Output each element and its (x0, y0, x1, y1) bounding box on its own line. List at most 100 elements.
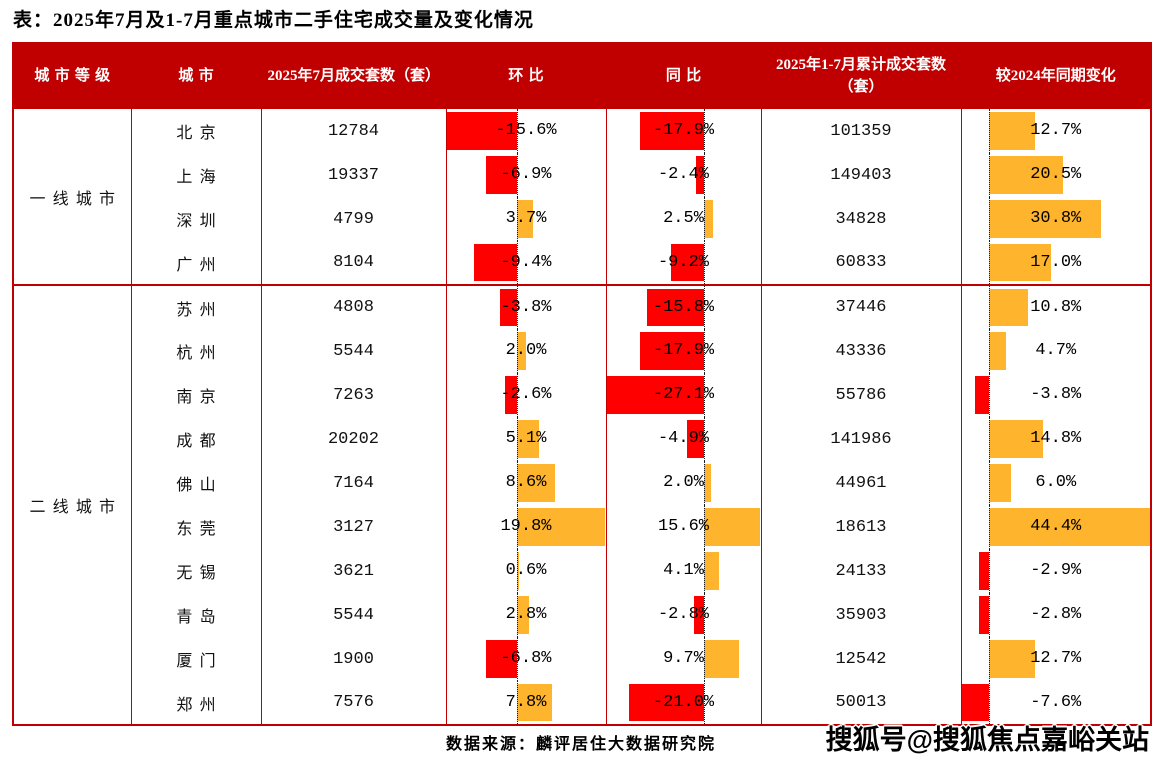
table-row: 东莞 3127 19.8% 15.6% 18613 44.4% (13, 505, 1152, 549)
zero-axis-line (516, 593, 518, 637)
header-city-tier: 城市等级 (12, 43, 132, 109)
mom-bar-cell: 19.8% (445, 505, 607, 549)
percent-label: 30.8% (1030, 209, 1082, 228)
percent-label: 44.4% (1030, 517, 1082, 536)
table-row: 上海 19337 -6.9% -2.4% 149403 20.5% (13, 153, 1152, 197)
data-bar (989, 156, 1064, 194)
data-bar (628, 684, 705, 721)
cumulative-sales-cell: 12542 (760, 637, 962, 681)
mom-bar-cell: 2.0% (445, 329, 607, 373)
zero-axis-line (989, 373, 991, 417)
vs2024-bar-cell: 12.7% (960, 637, 1152, 681)
city-name-cell: 南京 (130, 373, 262, 417)
percent-label: -21.0% (652, 693, 715, 712)
zero-axis-line (989, 241, 991, 284)
data-bar (989, 244, 1051, 281)
zero-axis-line (516, 461, 518, 505)
data-source-note: 数据来源：麟评居住大数据研究院 (445, 736, 716, 753)
percent-label: -15.8% (652, 298, 715, 317)
data-bar (474, 244, 517, 281)
yoy-bar-cell: -17.9% (605, 329, 762, 373)
cumulative-sales-cell: 37446 (760, 284, 962, 329)
vs2024-bar-cell: 4.7% (960, 329, 1152, 373)
header-vs-2024-change: 较2024年同期变化 (960, 43, 1152, 109)
zero-axis-line (989, 417, 991, 461)
city-name-cell: 厦门 (130, 637, 262, 681)
july-sales-cell: 4799 (260, 197, 447, 241)
table-row: 二线城市 苏州 4808 -3.8% -15.8% 37446 10.8% (12, 284, 1152, 725)
july-sales-cell: 3127 (260, 505, 447, 549)
housing-data-table-wrap: 城市等级 城市 2025年7月成交套数（套） 环比 同比 2025年1-7月累计… (12, 42, 1152, 726)
vs2024-bar-cell: 44.4% (960, 505, 1152, 549)
zero-axis-line (516, 505, 518, 549)
city-name-cell: 深圳 (130, 197, 262, 241)
yoy-bar-cell: 2.5% (605, 197, 762, 241)
data-bar (989, 464, 1011, 502)
data-bar (686, 420, 705, 458)
table-row: 广州 8104 -9.4% -9.2% 60833 17.0% (13, 241, 1152, 285)
data-bar (989, 289, 1029, 326)
data-bar (485, 156, 517, 194)
percent-label: 8.6% (505, 473, 547, 492)
zero-axis-line (704, 505, 706, 549)
zero-axis-line (989, 153, 991, 197)
mom-bar-cell: 3.7% (445, 197, 607, 241)
yoy-bar-cell: -27.1% (605, 373, 762, 417)
housing-data-table: 城市等级 城市 2025年7月成交套数（套） 环比 同比 2025年1-7月累计… (12, 42, 1152, 726)
yoy-bar-cell: 9.7% (605, 637, 762, 681)
zero-axis-line (704, 417, 706, 461)
data-bar (989, 200, 1101, 238)
percent-label: 2.5% (663, 209, 704, 228)
zero-axis-line (989, 593, 991, 637)
zero-axis-line (704, 549, 706, 593)
percent-label: -17.9% (652, 341, 715, 360)
cumulative-sales-cell: 141986 (760, 417, 962, 461)
mom-bar-cell: 0.6% (445, 549, 607, 593)
table-row: 南京 7263 -2.6% -27.1% 55786 -3.8% (13, 373, 1152, 417)
data-bar (639, 332, 705, 370)
percent-label: -4.9% (657, 429, 709, 448)
data-bar (704, 640, 740, 678)
zero-axis-line (989, 681, 991, 724)
table-row: 厦门 1900 -6.8% 9.7% 12542 12.7% (13, 637, 1152, 681)
percent-label: 20.5% (1030, 165, 1082, 184)
zero-axis-line (989, 637, 991, 681)
header-july-sales: 2025年7月成交套数（套） (260, 43, 447, 109)
vs2024-bar-cell: -7.6% (960, 681, 1152, 725)
header-row: 城市等级 城市 2025年7月成交套数（套） 环比 同比 2025年1-7月累计… (12, 43, 1152, 109)
data-bar (647, 289, 705, 326)
city-name-cell: 杭州 (130, 329, 262, 373)
zero-axis-line (704, 593, 706, 637)
zero-axis-line (989, 286, 991, 329)
july-sales-cell: 4808 (260, 284, 447, 329)
zero-axis-line (704, 241, 706, 284)
percent-label: 2.0% (663, 473, 704, 492)
zero-axis-line (516, 373, 518, 417)
percent-label: 2.8% (505, 605, 547, 624)
percent-label: 9.7% (663, 649, 704, 668)
mom-bar-cell: 5.1% (445, 417, 607, 461)
mom-bar-cell: 8.6% (445, 461, 607, 505)
zero-axis-line (516, 329, 518, 373)
july-sales-cell: 7164 (260, 461, 447, 505)
zero-axis-line (704, 373, 706, 417)
mom-bar-cell: 2.8% (445, 593, 607, 637)
data-bar (989, 420, 1043, 458)
mom-bar-cell: -3.8% (445, 284, 607, 329)
header-yoy: 同比 (605, 43, 762, 109)
data-bar (639, 112, 705, 150)
mom-bar-cell: -6.9% (445, 153, 607, 197)
percent-label: -9.2% (657, 253, 709, 272)
yoy-bar-cell: -4.9% (605, 417, 762, 461)
vs2024-bar-cell: 12.7% (960, 109, 1152, 153)
percent-label: 12.7% (1030, 121, 1082, 140)
city-name-cell: 郑州 (130, 681, 262, 725)
yoy-bar-cell: -17.9% (605, 109, 762, 153)
cumulative-sales-cell: 101359 (760, 109, 962, 153)
yoy-bar-cell: -15.8% (605, 284, 762, 329)
yoy-bar-cell: 2.0% (605, 461, 762, 505)
city-tier-cell: 一线城市 (12, 109, 132, 285)
zero-axis-line (704, 329, 706, 373)
percent-label: -17.9% (652, 121, 715, 140)
